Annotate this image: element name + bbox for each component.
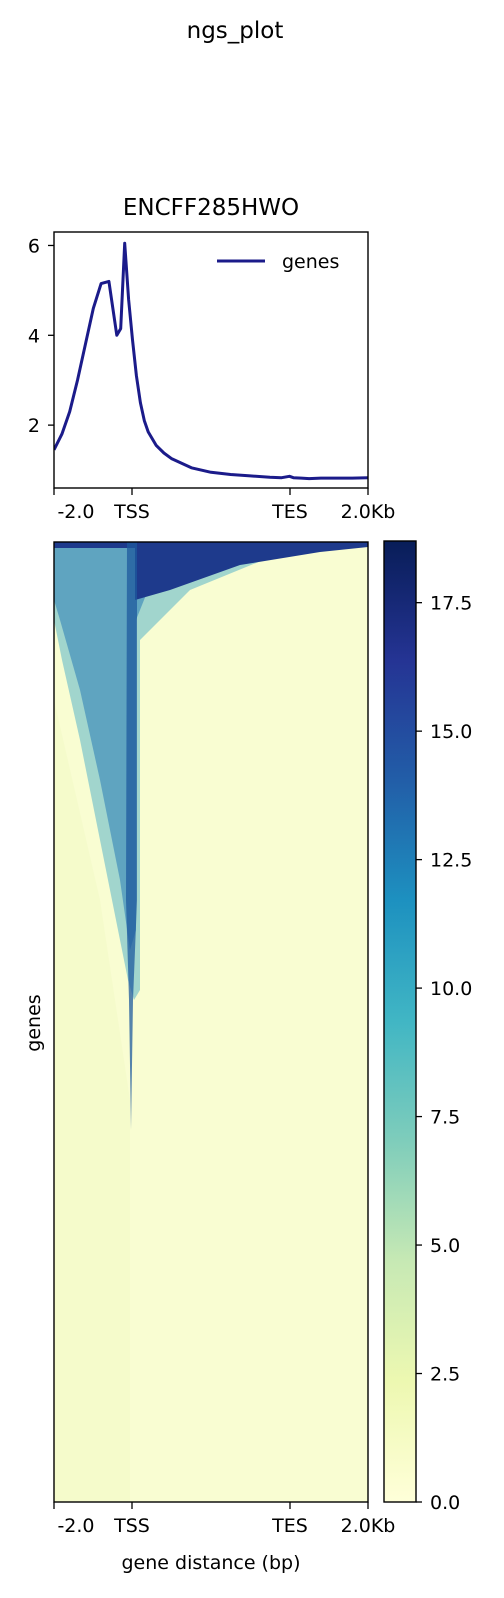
y-tick-label: 6 bbox=[28, 235, 40, 257]
x-tick-label: 2.0Kb bbox=[341, 501, 396, 523]
profile-title: ENCFF285HWO bbox=[123, 195, 299, 221]
heatmap-tss-streak bbox=[126, 542, 137, 1130]
heatmap-y-label: genes bbox=[23, 994, 45, 1051]
profile-legend: genes bbox=[217, 251, 339, 273]
x-tick-label: TES bbox=[271, 501, 308, 523]
x-tick-label: TSS bbox=[113, 1515, 150, 1537]
figure-title: ngs_plot bbox=[187, 18, 284, 44]
colorbar-tick-label: 5.0 bbox=[430, 1235, 460, 1257]
x-tick-label: TSS bbox=[113, 501, 150, 523]
colorbar-tick-label: 17.5 bbox=[430, 593, 472, 615]
colorbar-tick-label: 10.0 bbox=[430, 978, 472, 1000]
x-tick-label: -2.0 bbox=[57, 501, 94, 523]
heatmap-axes-frame bbox=[53, 541, 369, 1503]
heatmap-signal-core bbox=[54, 545, 230, 950]
colorbar-tick-label: 0.0 bbox=[430, 1492, 460, 1514]
heatmap-image bbox=[54, 542, 368, 1502]
legend-label-genes: genes bbox=[282, 251, 339, 273]
heatmap-fade bbox=[54, 700, 130, 1502]
profile-axes-frame bbox=[53, 231, 369, 489]
colorbar-gradient bbox=[383, 540, 417, 1503]
x-tick-label: 2.0Kb bbox=[341, 1515, 396, 1537]
series-line-genes bbox=[54, 241, 368, 481]
profile-series-layer bbox=[54, 241, 368, 481]
profile-plot: ENCFF285HWO 2 4 6 -2.0 TSS TES 2.0Kb genes bbox=[28, 195, 395, 523]
colorbar-tick-label: 7.5 bbox=[430, 1107, 460, 1129]
heatmap-top-band bbox=[54, 542, 368, 600]
colorbar-tick-label: 12.5 bbox=[430, 850, 472, 872]
y-tick-label: 2 bbox=[28, 415, 40, 437]
y-tick-label: 4 bbox=[28, 325, 40, 347]
x-tick-label: -2.0 bbox=[57, 1515, 94, 1537]
colorbar-tick-label: 15.0 bbox=[430, 721, 472, 743]
colorbar: 0.0 2.5 5.0 7.5 10.0 12.5 15.0 17.5 bbox=[383, 540, 472, 1514]
colorbar-ticks: 0.0 2.5 5.0 7.5 10.0 12.5 15.0 17.5 bbox=[416, 593, 472, 1514]
colorbar-tick-label: 2.5 bbox=[430, 1364, 460, 1386]
heatmap-plot: -2.0 TSS TES 2.0Kb gene distance (bp) genes bbox=[23, 541, 396, 1574]
profile-y-ticks: 2 4 6 bbox=[28, 235, 54, 437]
profile-x-ticks: -2.0 TSS TES 2.0Kb bbox=[53, 488, 396, 523]
heatmap-x-ticks: -2.0 TSS TES 2.0Kb bbox=[53, 1502, 396, 1537]
x-tick-label: TES bbox=[271, 1515, 308, 1537]
heatmap-x-label: gene distance (bp) bbox=[121, 1552, 300, 1574]
